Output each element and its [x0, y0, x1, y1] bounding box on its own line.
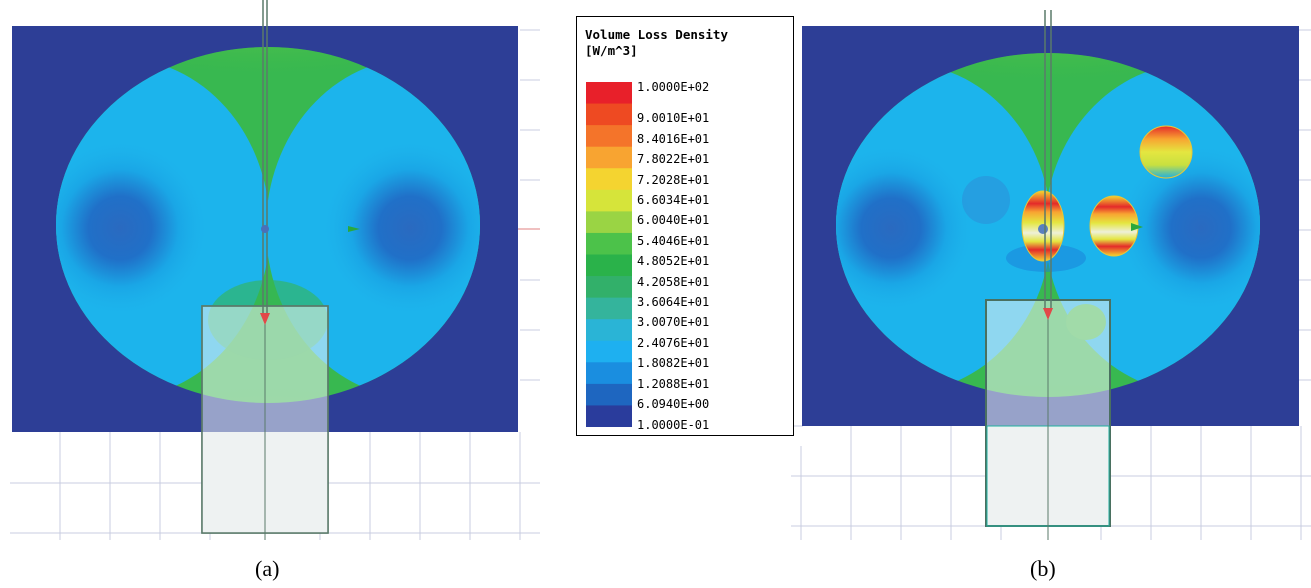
legend-label: 7.2028E+01 — [637, 173, 709, 187]
hot-sphere-left — [1022, 191, 1064, 261]
legend-title: Volume Loss Density [W/m^3] — [585, 27, 790, 59]
legend-color-swatch — [586, 384, 632, 406]
legend-color-swatch — [586, 168, 632, 190]
legend-color-swatch — [586, 255, 632, 277]
legend-color-swatch — [586, 211, 632, 233]
legend-color-swatch — [586, 82, 632, 104]
legend-label: 4.2058E+01 — [637, 275, 709, 289]
legend-color-swatch — [586, 319, 632, 341]
legend-label: 5.4046E+01 — [637, 234, 709, 248]
legend-color-swatch — [586, 341, 632, 363]
panel-b-field-plot — [791, 0, 1311, 588]
legend-label: 6.0040E+01 — [637, 213, 709, 227]
legend-label: 1.8082E+01 — [637, 356, 709, 370]
legend-label: 3.6064E+01 — [637, 295, 709, 309]
legend-label: 9.0010E+01 — [637, 111, 709, 125]
legend-title-quantity: Volume Loss Density — [585, 27, 790, 43]
color-legend: Volume Loss Density [W/m^3] 1.0000E+02 9.… — [576, 16, 794, 436]
legend-label: 2.4076E+01 — [637, 336, 709, 350]
legend-label: 1.2088E+01 — [637, 377, 709, 391]
legend-color-swatch — [586, 147, 632, 169]
legend-label: 1.0000E-01 — [637, 418, 709, 432]
legend-label: 7.8022E+01 — [637, 152, 709, 166]
legend-label: 6.6034E+01 — [637, 193, 709, 207]
legend-label: 4.8052E+01 — [637, 254, 709, 268]
legend-color-swatch — [586, 362, 632, 384]
legend-color-swatch — [586, 104, 632, 126]
caption-a: (a) — [255, 556, 279, 582]
legend-label: 8.4016E+01 — [637, 132, 709, 146]
hot-sphere-top-right — [1140, 126, 1192, 178]
legend-label: 6.0940E+00 — [637, 397, 709, 411]
legend-color-swatch — [586, 190, 632, 212]
legend-title-unit: [W/m^3] — [585, 43, 790, 59]
legend-color-swatch — [586, 233, 632, 255]
legend-color-swatch — [586, 405, 632, 427]
legend-color-swatch — [586, 276, 632, 298]
caption-b: (b) — [1030, 556, 1056, 582]
legend-label: 3.0070E+01 — [637, 315, 709, 329]
legend-color-swatch — [586, 298, 632, 320]
legend-label: 1.0000E+02 — [637, 80, 709, 94]
legend-color-bar — [586, 82, 632, 427]
legend-color-swatch — [586, 125, 632, 147]
panel-a-field-plot — [0, 0, 560, 588]
